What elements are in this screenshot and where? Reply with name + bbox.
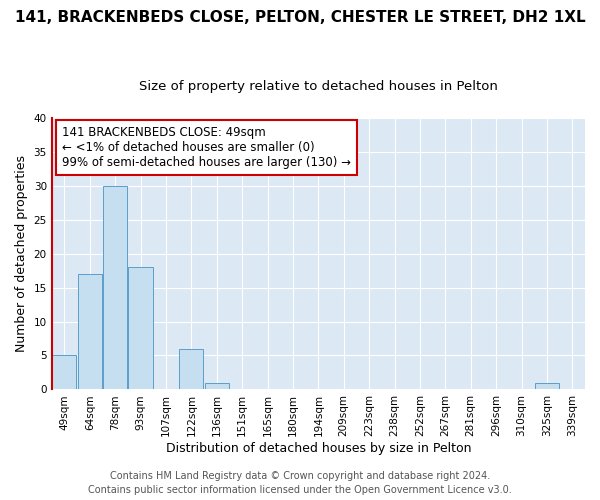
Y-axis label: Number of detached properties: Number of detached properties <box>15 155 28 352</box>
Bar <box>205 382 229 390</box>
Text: Contains HM Land Registry data © Crown copyright and database right 2024.
Contai: Contains HM Land Registry data © Crown c… <box>88 471 512 495</box>
Bar <box>52 356 76 390</box>
Bar <box>77 274 102 390</box>
Bar <box>103 186 127 390</box>
Text: 141 BRACKENBEDS CLOSE: 49sqm
← <1% of detached houses are smaller (0)
99% of sem: 141 BRACKENBEDS CLOSE: 49sqm ← <1% of de… <box>62 126 352 169</box>
Bar <box>535 382 559 390</box>
Bar <box>128 267 152 390</box>
Title: Size of property relative to detached houses in Pelton: Size of property relative to detached ho… <box>139 80 498 93</box>
Bar <box>179 348 203 390</box>
X-axis label: Distribution of detached houses by size in Pelton: Distribution of detached houses by size … <box>166 442 471 455</box>
Text: 141, BRACKENBEDS CLOSE, PELTON, CHESTER LE STREET, DH2 1XL: 141, BRACKENBEDS CLOSE, PELTON, CHESTER … <box>14 10 586 25</box>
